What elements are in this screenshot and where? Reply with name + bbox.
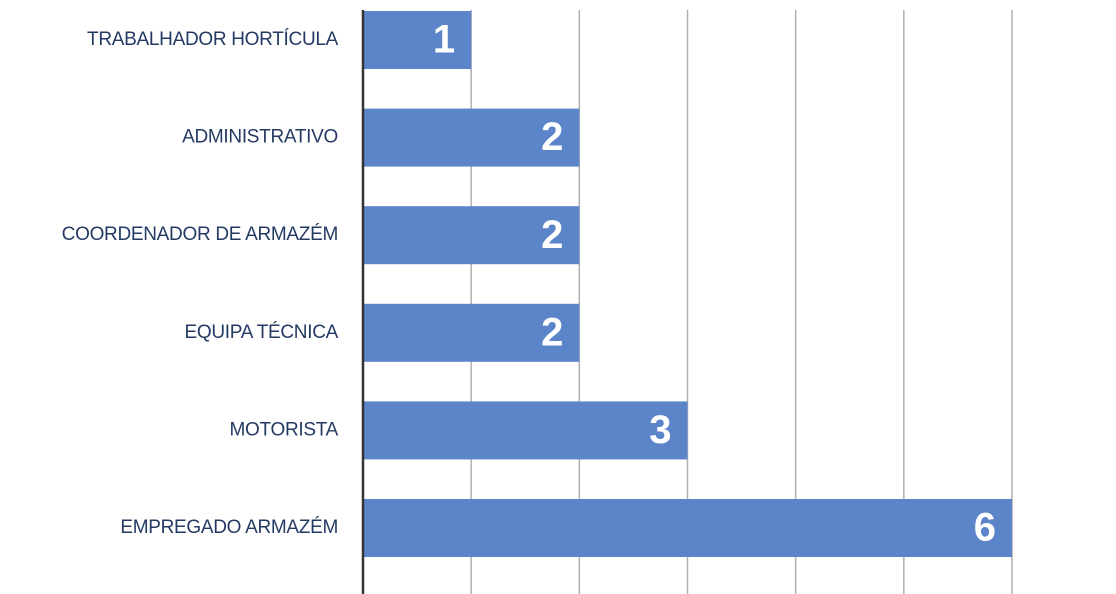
y-tick-label: EQUIPA TÉCNICA — [185, 322, 339, 343]
bar — [363, 108, 580, 167]
y-tick-label: EMPREGADO ARMAZÉM — [120, 517, 338, 538]
y-tick-label: MOTORISTA — [230, 419, 339, 440]
value-label: 2 — [541, 115, 563, 159]
y-tick-label: ADMINISTRATIVO — [182, 127, 338, 148]
value-label: 2 — [541, 310, 563, 354]
value-label: 3 — [649, 408, 671, 452]
bar — [363, 303, 580, 362]
y-tick-label: TRABALHADOR HORTÍCULA — [87, 29, 339, 50]
bar — [363, 401, 688, 460]
bar — [363, 499, 1012, 557]
value-label: 6 — [974, 506, 996, 550]
bar — [363, 206, 580, 265]
bar — [363, 11, 472, 69]
value-label: 1 — [433, 18, 455, 62]
value-label: 2 — [541, 213, 563, 257]
y-tick-label: COORDENADOR DE ARMAZÉM — [62, 224, 338, 245]
